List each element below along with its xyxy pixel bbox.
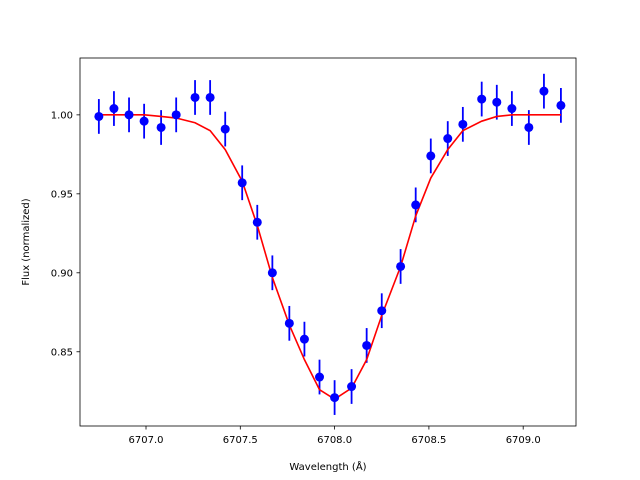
x-axis: 6707.0 6707.5 6708.0 6708.5 6709.0: [129, 426, 541, 446]
data-point: [458, 119, 468, 129]
x-tick-label: 6707.0: [129, 435, 164, 446]
y-tick-label: 0.90: [51, 268, 73, 279]
data-point: [411, 200, 421, 210]
data-point: [171, 110, 181, 120]
data-point: [205, 92, 215, 102]
y-tick-label: 0.85: [51, 347, 73, 358]
data-point: [315, 372, 325, 382]
data-point: [156, 122, 166, 132]
data-point: [524, 122, 534, 132]
data-point: [396, 261, 406, 271]
data-point: [252, 217, 262, 227]
data-point: [377, 306, 387, 316]
data-point: [267, 268, 277, 278]
data-point: [362, 340, 372, 350]
data-point: [492, 97, 502, 107]
data-point: [556, 100, 566, 110]
data-point: [124, 110, 134, 120]
x-tick-label: 6709.0: [506, 435, 541, 446]
x-tick-label: 6708.5: [411, 435, 446, 446]
y-axis: 0.85 0.90 0.95 1.00: [51, 110, 80, 358]
data-point: [190, 92, 200, 102]
data-point: [237, 178, 247, 188]
data-point: [109, 104, 119, 114]
data-point: [443, 134, 453, 144]
plot-area: [94, 73, 566, 415]
model-line: [98, 114, 561, 401]
data-point: [330, 393, 340, 403]
y-tick-label: 1.00: [51, 110, 73, 121]
x-axis-label: Wavelength (Å): [289, 460, 366, 473]
data-point: [539, 86, 549, 96]
x-tick-label: 6708.0: [317, 435, 352, 446]
data-point: [94, 111, 104, 121]
data-point: [284, 318, 294, 328]
y-tick-label: 0.95: [51, 189, 73, 200]
axes-frame: [79, 57, 577, 427]
data-point: [426, 151, 436, 161]
y-axis-label: Flux (normalized): [21, 198, 32, 285]
x-tick-label: 6707.5: [223, 435, 258, 446]
data-point: [507, 104, 517, 114]
data-point: [477, 94, 487, 104]
data-point: [347, 382, 357, 392]
data-point: [299, 334, 309, 344]
data-point: [139, 116, 149, 126]
data-point: [220, 124, 230, 134]
